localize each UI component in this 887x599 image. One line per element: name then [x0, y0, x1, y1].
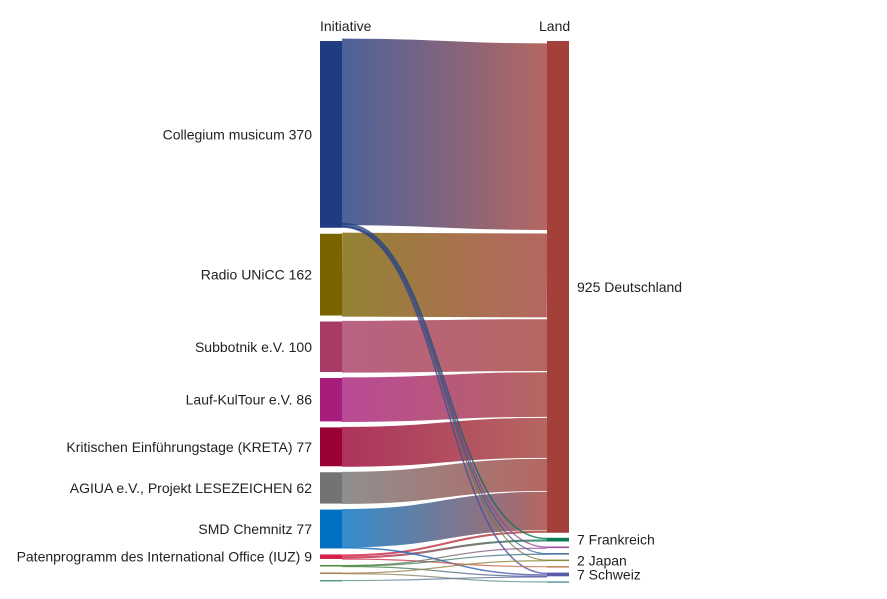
target-node-unlabeled-2: [547, 546, 569, 549]
source-node-smd-chemnitz: [320, 509, 342, 549]
link-8-to-6: [341, 565, 548, 577]
link-0-to-0: [341, 38, 548, 230]
target-label: 7 Schweiz: [577, 566, 641, 582]
target-node-unlabeled-3: [547, 553, 569, 555]
source-label: Kritischen Einführungstage (KRETA) 77: [66, 439, 312, 455]
right-column-header: Land: [539, 18, 570, 34]
source-label: Lauf-KulTour e.V. 86: [186, 392, 313, 408]
target-label: 2 Japan: [577, 552, 627, 568]
target-node-unlabeled-7: [547, 581, 569, 583]
link-0-to-4: [341, 225, 548, 561]
link-0-to-1: [341, 222, 548, 540]
source-node-unlabeled-9: [320, 572, 342, 574]
link-7-to-1: [341, 539, 548, 559]
link-5-to-0: [341, 458, 548, 504]
link-10-to-6: [341, 576, 548, 582]
source-node-unlabeled-10: [320, 579, 342, 582]
link-9-to-7: [341, 572, 548, 583]
target-node-schweiz: [547, 572, 569, 577]
target-label: 925 Deutschland: [577, 279, 682, 295]
nodes-layer: [320, 41, 569, 583]
links-layer: [341, 38, 548, 583]
source-node-agiua-e-v-projekt-lesezeichen: [320, 472, 342, 504]
link-6-to-6: [341, 546, 548, 576]
link-8-to-3: [341, 553, 548, 567]
source-node-subbotnik-e-v: [320, 321, 342, 372]
source-node-lauf-kultour-e-v: [320, 377, 342, 422]
target-label: 7 Frankreich: [577, 532, 655, 548]
link-9-to-4: [341, 560, 548, 574]
labels-layer: Collegium musicum 370 Radio UNiCC 162 Subb…: [17, 126, 683, 582]
link-1-to-0: [341, 232, 548, 318]
target-node-frankreich: [547, 537, 569, 542]
source-node-kritischen-einf-hrungstage-kreta: [320, 427, 342, 467]
source-node-patenprogramm-des-international-office-iuz: [320, 554, 342, 559]
link-3-to-0: [341, 372, 548, 422]
link-6-to-0: [341, 491, 548, 548]
link-0-to-2: [341, 224, 548, 548]
source-label: Collegium musicum 370: [163, 126, 313, 142]
source-node-collegium-musicum: [320, 41, 342, 228]
source-label: Subbotnik e.V. 100: [195, 339, 312, 355]
source-label: AGIUA e.V., Projekt LESEZEICHEN 62: [70, 480, 312, 496]
left-column-header: Initiative: [320, 18, 372, 34]
link-7-to-5: [341, 558, 548, 568]
target-node-japan: [547, 559, 569, 562]
source-node-radio-unicc: [320, 233, 342, 316]
source-label: Patenprogramm des International Office (…: [17, 549, 313, 565]
source-node-unlabeled-8: [320, 564, 342, 567]
link-4-to-0: [341, 417, 548, 467]
target-node-unlabeled-5: [547, 566, 569, 568]
target-node-deutschland: [547, 41, 569, 533]
link-8-to-2: [341, 547, 548, 567]
link-2-to-0: [341, 319, 548, 373]
source-label: SMD Chemnitz 77: [198, 521, 312, 537]
source-label: Radio UNiCC 162: [201, 267, 312, 283]
